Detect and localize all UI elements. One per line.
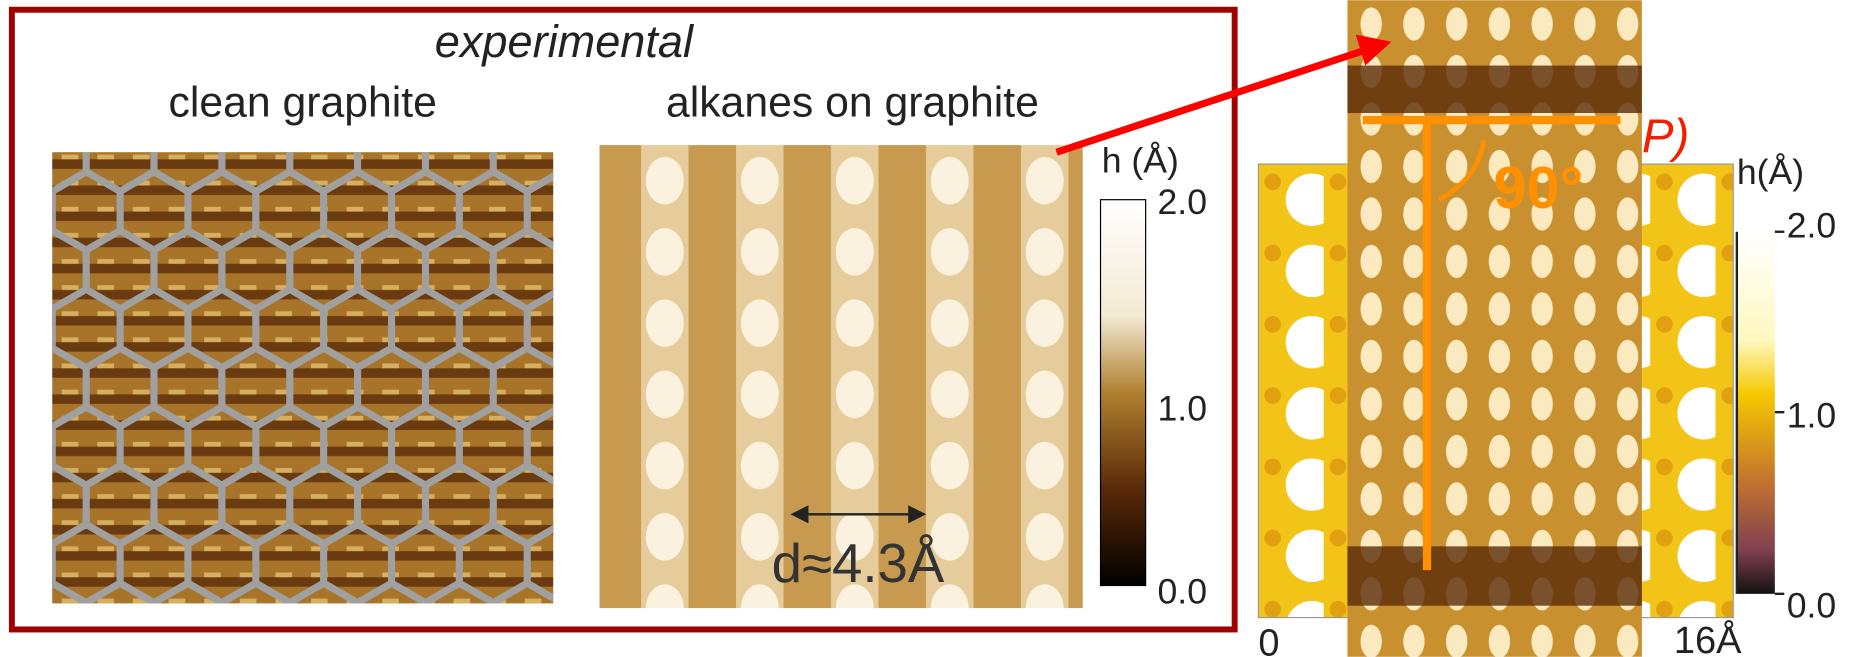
panel-title: experimental — [435, 16, 695, 67]
axis-label: 16Å — [1674, 618, 1742, 657]
colorbar-tick: 2.0 — [1158, 182, 1208, 222]
axis-label: 0 — [1258, 623, 1279, 657]
colorbar — [1737, 232, 1775, 594]
image-label: alkanes on graphite — [666, 79, 1039, 127]
zoom-dark-band — [1347, 66, 1641, 113]
colorbar-label: h(Å) — [1737, 152, 1804, 192]
colorbar — [1101, 200, 1146, 586]
colorbar-tick: 2.0 — [1787, 206, 1837, 246]
angle-label: 90° — [1493, 154, 1583, 221]
image-label: clean graphite — [169, 79, 437, 127]
figure: experimental clean graphite alkanes on g… — [0, 0, 1852, 657]
spacing-label: d≈4.3Å — [772, 533, 945, 594]
colorbar-tick: 1.0 — [1787, 396, 1837, 436]
colorbar-tick: 0.0 — [1787, 586, 1837, 626]
zoom-dark-band — [1347, 546, 1641, 605]
pointer-arrow — [1057, 50, 1366, 152]
colorbar-label: h (Å) — [1102, 140, 1179, 180]
colorbar-tick: 0.0 — [1158, 571, 1208, 611]
partial-label: P) — [1642, 110, 1689, 163]
colorbar-tick: 1.0 — [1158, 389, 1208, 429]
